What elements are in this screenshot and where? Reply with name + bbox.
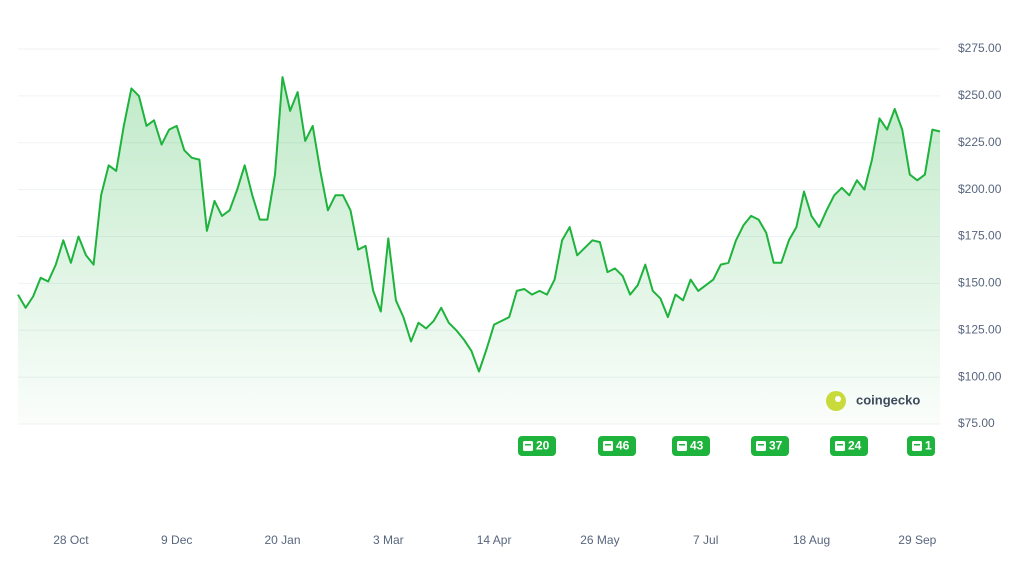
badge-count: 46 [616,439,630,453]
badge-icon [756,441,766,451]
x-tick-label: 29 Sep [898,533,936,547]
badge-count: 20 [536,439,550,453]
y-tick-label: $75.00 [958,416,995,430]
badge-icon [835,441,845,451]
badge-icon-line [679,444,685,446]
x-tick-label: 28 Oct [53,533,89,547]
x-tick-label: 9 Dec [161,533,192,547]
badge-count: 1 [925,439,932,453]
badge-icon-line [605,444,611,446]
badge-icon-line [914,444,920,446]
y-tick-label: $100.00 [958,369,1002,383]
y-tick-label: $200.00 [958,182,1002,196]
news-badge: 43 [672,436,710,456]
badge-icon [912,441,922,451]
news-badge: 46 [598,436,636,456]
y-tick-label: $175.00 [958,229,1002,243]
badge-icon [523,441,533,451]
badge-count: 24 [848,439,862,453]
x-tick-label: 14 Apr [477,533,512,547]
x-tick-label: 18 Aug [793,533,830,547]
x-tick-label: 7 Jul [693,533,718,547]
price-line [17,76,941,373]
y-tick-label: $125.00 [958,322,1002,336]
news-badge: 24 [830,436,868,456]
watermark-text: coingecko [856,392,920,407]
area-fill [18,77,940,424]
y-tick-label: $150.00 [958,276,1002,290]
badge-icon-line [525,444,531,446]
y-tick-label: $225.00 [958,135,1002,149]
news-badge: 37 [751,436,789,456]
watermark: coingecko [826,391,920,411]
y-tick-label: $250.00 [958,88,1002,102]
x-tick-label: 3 Mar [373,533,404,547]
news-badge: 1 [907,436,935,456]
badge-icon [677,441,687,451]
badge-count: 37 [769,439,783,453]
badge-icon-line [758,444,764,446]
badge-count: 43 [690,439,704,453]
y-tick-label: $275.00 [958,41,1002,55]
news-badge: 20 [518,436,556,456]
badge-icon-line [837,444,843,446]
badge-icon [603,441,613,451]
x-tick-label: 26 May [580,533,619,547]
x-tick-label: 20 Jan [264,533,300,547]
